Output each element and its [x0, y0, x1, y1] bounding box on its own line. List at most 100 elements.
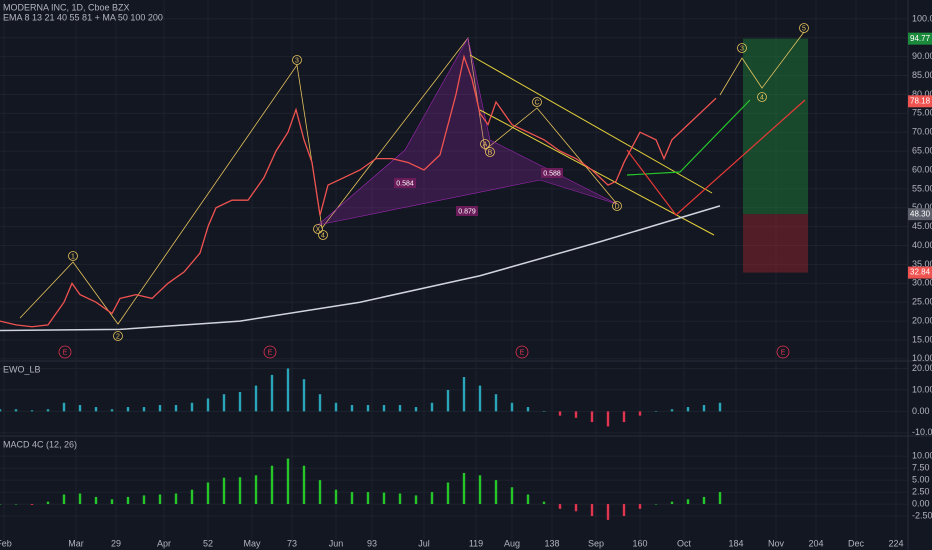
histogram-bar	[286, 368, 290, 412]
wave-marker	[318, 230, 328, 240]
histogram-bar	[718, 492, 722, 505]
y-tick-label: 15.00	[912, 334, 932, 344]
histogram-bar	[462, 472, 466, 505]
pane-title: MODERNA INC, 1D, Cboe BZX	[3, 2, 130, 12]
price-label-bg	[908, 32, 932, 45]
histogram-bar	[622, 504, 626, 517]
y-tick-label: -10.00	[912, 427, 932, 437]
annotation: 0.588	[543, 170, 561, 177]
x-tick-label: Mar	[68, 538, 84, 548]
x-tick-label: Feb	[0, 538, 12, 548]
annotation: 4	[760, 94, 764, 101]
histogram-bar	[0, 504, 2, 505]
histogram-bar	[494, 394, 498, 412]
histogram-bar	[254, 385, 258, 412]
annotation: E	[781, 349, 786, 356]
annotation: B	[488, 149, 493, 156]
stop-zone	[743, 214, 808, 273]
histogram-bar	[606, 504, 610, 520]
histogram-bar	[526, 494, 530, 505]
histogram-bar	[430, 402, 434, 412]
histogram-bar	[206, 398, 210, 412]
histogram-bar	[414, 495, 418, 505]
y-tick-label: 10.00	[912, 384, 932, 394]
pane-title: MACD 4C (12, 26)	[3, 439, 77, 449]
histogram-bar	[494, 480, 498, 505]
histogram-bar	[686, 407, 690, 412]
x-tick-label: Sep	[588, 538, 604, 548]
histogram-bar	[622, 411, 626, 423]
wave-marker	[799, 23, 809, 33]
price-label: 78.18	[910, 96, 931, 105]
wave-marker	[68, 251, 78, 261]
histogram-bar	[382, 492, 386, 505]
wave-marker	[532, 97, 542, 107]
wave-marker	[737, 43, 747, 53]
price-label: 48.30	[910, 209, 931, 218]
y-tick-label: 2.50	[912, 486, 930, 496]
histogram-bar	[334, 402, 338, 412]
x-tick-label: Aug	[504, 538, 520, 548]
histogram-bar	[606, 411, 610, 427]
wave-marker	[612, 201, 622, 211]
y-tick-label: 100.00	[912, 13, 932, 23]
histogram-bar	[318, 480, 322, 505]
y-tick-label: 85.00	[912, 70, 932, 80]
x-tick-label: 29	[111, 538, 121, 548]
histogram-bar	[702, 404, 706, 412]
annotation: E	[520, 349, 525, 356]
x-tick-label: Oct	[677, 538, 692, 548]
histogram-bar	[46, 409, 50, 412]
ratio-bg	[541, 168, 563, 178]
y-tick-label: 10.00	[912, 353, 932, 363]
histogram-bar	[446, 389, 450, 412]
histogram-bar	[638, 411, 642, 416]
x-tick-label: 73	[287, 538, 297, 548]
wave-marker	[515, 345, 529, 359]
annotation: 3	[740, 45, 744, 52]
histogram-bar	[30, 504, 34, 506]
histogram-bar	[558, 504, 562, 509]
histogram-bar	[510, 487, 514, 505]
y-tick-label: 10.00	[912, 451, 932, 461]
annotation: 0.879	[458, 208, 476, 215]
histogram-bar	[446, 482, 450, 505]
y-tick-label: 75.00	[912, 108, 932, 118]
price-label-bg	[908, 208, 932, 221]
y-tick-label: 40.00	[912, 240, 932, 250]
histogram-bar	[238, 392, 242, 412]
histogram-bar	[238, 477, 242, 505]
y-tick-label: 7.50	[912, 463, 930, 473]
histogram-bar	[414, 407, 418, 412]
histogram-bar	[62, 402, 66, 412]
histogram-bar	[574, 504, 578, 512]
histogram-bar	[126, 407, 130, 412]
histogram-bar	[78, 404, 82, 412]
x-tick-label: May	[243, 538, 261, 548]
histogram-bar	[110, 409, 114, 412]
y-tick-label: 30.00	[912, 278, 932, 288]
wave-marker	[776, 345, 790, 359]
histogram-bar	[190, 402, 194, 412]
wave-marker	[480, 139, 490, 149]
histogram-bar	[174, 493, 178, 505]
histogram-bar	[686, 499, 690, 505]
histogram-bar	[318, 394, 322, 412]
x-tick-label: Jun	[329, 538, 344, 548]
annotation: A	[483, 141, 488, 148]
histogram-bar	[350, 404, 354, 412]
annotation: C	[534, 99, 539, 106]
price-label: 32.84	[910, 268, 931, 277]
histogram-bar	[174, 404, 178, 412]
wave-marker	[113, 331, 123, 341]
y-tick-label: 0.00	[912, 406, 930, 416]
histogram-bar	[510, 402, 514, 412]
histogram-bar	[302, 379, 306, 412]
histogram-bar	[62, 494, 66, 505]
histogram-bar	[302, 465, 306, 505]
price-line	[0, 54, 717, 328]
histogram-bar	[366, 492, 370, 505]
histogram-bar	[78, 493, 82, 505]
annotation: 1	[71, 253, 75, 260]
